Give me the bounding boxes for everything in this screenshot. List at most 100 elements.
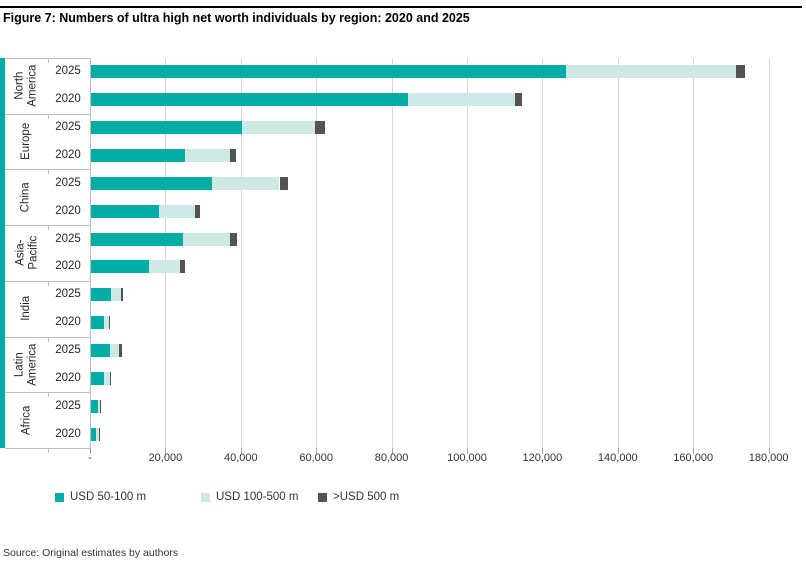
bar-segment-usd-50-100m: [91, 399, 98, 413]
bar-segment-usd-over-500m: [735, 65, 746, 79]
x-axis-tick-label: -: [88, 452, 92, 464]
bar-segment-usd-over-500m: [109, 316, 111, 330]
x-axis-tick-label: 100,000: [447, 452, 487, 464]
year-label: 2025: [55, 344, 81, 356]
gridline: [240, 58, 242, 448]
year-label: 2020: [55, 149, 81, 161]
axis-tickmark: [316, 448, 318, 454]
bar-segment-usd-100-500m: [109, 344, 119, 357]
legend-swatch-icon: [318, 492, 327, 502]
region-label: Latin America: [5, 337, 48, 393]
group-separator: [5, 113, 90, 115]
bar-segment-usd-50-100m: [91, 93, 408, 107]
region-label-text: India: [20, 296, 33, 322]
label-divider-stub: [48, 448, 49, 453]
group-separator: [5, 225, 90, 227]
x-axis-tick-label: 20,000: [148, 452, 183, 464]
region-label: Asia- Pacific: [5, 225, 48, 281]
bar-segment-usd-100-500m: [104, 316, 110, 330]
group-separator: [5, 280, 90, 282]
bar-segment-usd-over-500m: [230, 149, 237, 162]
label-divider-stub: [48, 169, 49, 175]
bar-segment-usd-over-500m: [315, 121, 325, 135]
bar-segment-usd-50-100m: [91, 65, 567, 79]
x-axis-tick-label: 180,000: [748, 452, 789, 464]
figure-title: Figure 7: Numbers of ultra high net wort…: [3, 11, 470, 25]
label-divider-stub: [48, 392, 49, 398]
group-separator: [5, 336, 90, 338]
gridline: [316, 58, 318, 448]
bar-segment-usd-50-100m: [91, 260, 150, 274]
region-label: North America: [5, 58, 48, 114]
axis-tickmark: [467, 448, 468, 454]
bar-segment-usd-100-500m: [566, 65, 736, 79]
region-label-text: Europe: [20, 123, 33, 161]
chart-legend: USD 50-100 m USD 100-500 m >USD 500 m: [0, 491, 806, 505]
legend-swatch-icon: [201, 492, 210, 502]
bar-segment-usd-50-100m: [91, 371, 105, 385]
category-axis-line: [90, 58, 91, 448]
bar-segment-usd-100-500m: [104, 371, 110, 385]
label-divider-stub: [48, 58, 49, 63]
bar-segment-usd-100-500m: [110, 288, 122, 302]
gridline: [768, 58, 770, 448]
gridline: [165, 58, 167, 448]
bar-segment-usd-100-500m: [407, 93, 516, 107]
group-separator: [5, 448, 90, 449]
legend-label: USD 50-100 m: [70, 491, 147, 503]
region-label-text: North America: [13, 64, 39, 107]
region-accent-strip: [0, 58, 5, 448]
gridline: [542, 58, 544, 448]
label-divider-stub: [48, 113, 49, 119]
bar-segment-usd-100-500m: [97, 399, 101, 413]
year-label: 2025: [55, 288, 81, 301]
group-separator: [5, 169, 90, 171]
x-axis-tick-label: 40,000: [223, 452, 258, 464]
bar-segment-usd-50-100m: [91, 288, 111, 302]
bar-segment-usd-over-500m: [515, 93, 522, 107]
gridline: [467, 58, 468, 448]
region-label-text: Africa: [20, 405, 33, 435]
label-divider-stub: [48, 280, 49, 286]
legend-item: USD 100-500 m: [201, 491, 298, 503]
top-rule: [0, 6, 802, 8]
source-note: Source: Original estimates by authors: [3, 547, 179, 559]
x-axis-tick-label: 140,000: [597, 452, 638, 464]
legend-label: >USD 500 m: [333, 491, 400, 503]
axis-tickmark: [617, 448, 619, 454]
year-label: 2020: [55, 371, 81, 384]
year-label: 2020: [55, 427, 81, 440]
legend-item: USD 50-100 m: [55, 491, 146, 503]
region-label-text: Latin America: [13, 343, 39, 386]
bar-segment-usd-50-100m: [91, 149, 186, 162]
axis-tickmark: [240, 448, 242, 454]
region-label: India: [5, 281, 48, 337]
bar-segment-usd-50-100m: [91, 344, 110, 357]
label-divider-stub: [48, 225, 49, 231]
bar-segment-usd-over-500m: [118, 344, 122, 357]
bar-segment-usd-100-500m: [185, 149, 231, 162]
gridline: [617, 58, 619, 448]
year-label: 2020: [55, 316, 81, 329]
bar-segment-usd-50-100m: [91, 427, 97, 441]
year-label: 2025: [55, 176, 81, 189]
year-label: 2020: [55, 93, 81, 106]
axis-tickmark: [90, 448, 91, 454]
year-label: 2020: [55, 204, 81, 217]
bar-segment-usd-100-500m: [96, 427, 99, 441]
bar-segment-usd-100-500m: [183, 232, 231, 246]
region-label: China: [5, 169, 48, 225]
label-divider-stub: [48, 336, 49, 342]
bar-segment-usd-50-100m: [91, 316, 105, 330]
bar-segment-usd-over-500m: [100, 399, 101, 413]
year-label: 2025: [55, 121, 81, 134]
region-label: Europe: [5, 114, 48, 170]
legend-label: USD 100-500 m: [216, 491, 299, 503]
region-label-text: China: [20, 182, 33, 213]
legend-item: >USD 500 m: [318, 491, 399, 503]
region-label-text: Asia- Pacific: [13, 236, 39, 270]
bar-segment-usd-50-100m: [91, 176, 212, 190]
year-label: 2020: [55, 260, 81, 273]
